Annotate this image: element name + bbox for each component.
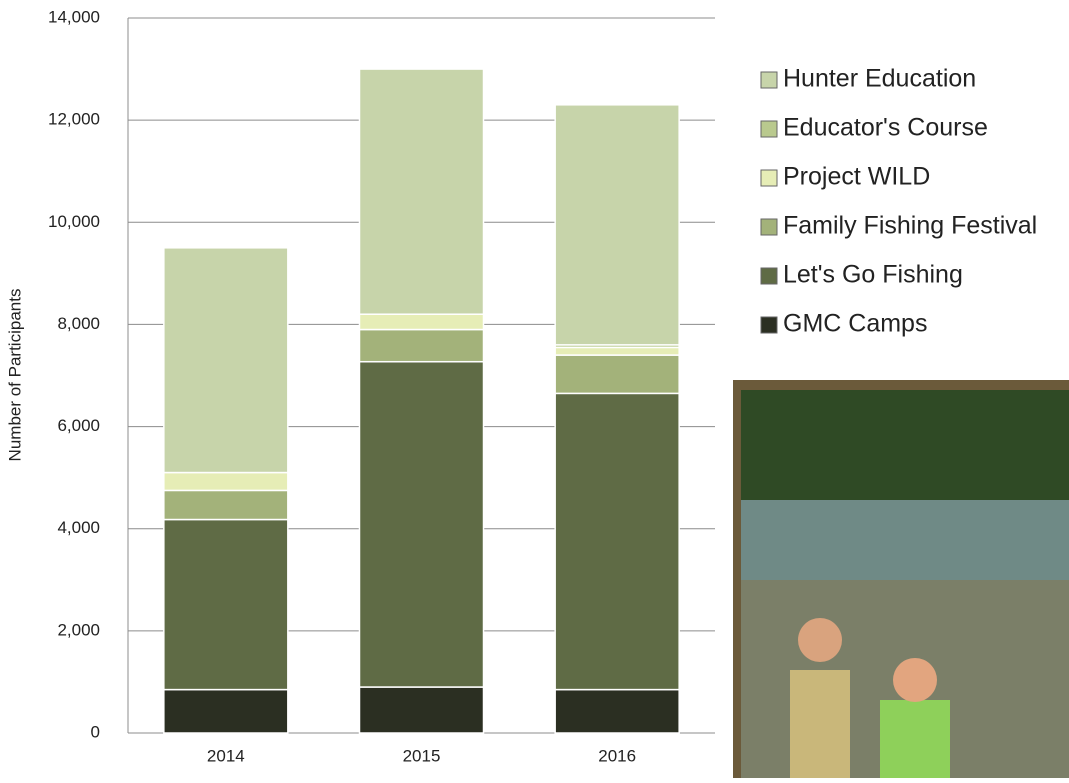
y-tick-label: 0	[91, 722, 100, 741]
legend-label: Family Fishing Festival	[783, 212, 1037, 240]
x-tick-label: 2016	[598, 746, 636, 765]
legend-label: Project WILD	[783, 163, 930, 191]
legend-label: GMC Camps	[783, 310, 927, 338]
y-axis-title: Number of Participants	[5, 289, 24, 462]
bar-segment	[554, 688, 680, 734]
y-tick-label: 2,000	[57, 620, 100, 639]
legend-label: Educator's Course	[783, 114, 988, 142]
bar-segment	[163, 489, 289, 521]
photo	[733, 380, 1069, 778]
bar-segment	[554, 346, 680, 356]
bar-segment	[163, 247, 289, 474]
x-tick-label: 2014	[207, 746, 245, 765]
bar-segment	[163, 688, 289, 734]
bar-segment	[358, 313, 485, 331]
bar-segment	[554, 354, 680, 395]
legend-swatch	[760, 120, 778, 138]
y-tick-label: 12,000	[48, 110, 100, 129]
legend-swatch	[760, 316, 778, 334]
bar-segment	[358, 360, 485, 688]
y-tick-label: 10,000	[48, 212, 100, 231]
bar-segment	[358, 68, 485, 315]
legend-swatch	[760, 71, 778, 89]
legend: GMC Camps Let's Go Fishing Family Fishing …	[760, 65, 1037, 338]
y-tick-label: 14,000	[48, 7, 100, 26]
legend-label: Let's Go Fishing	[783, 261, 963, 289]
y-tick-label: 6,000	[57, 416, 100, 435]
bar-segment	[358, 686, 485, 734]
legend-swatch	[760, 169, 778, 187]
bar-segment	[163, 471, 289, 492]
bar-segment	[163, 518, 289, 691]
bar-segment	[554, 392, 680, 691]
bar-segment	[358, 328, 485, 363]
y-tick-label: 8,000	[57, 314, 100, 333]
bar-segment	[554, 104, 680, 346]
legend-swatch	[760, 218, 778, 236]
legend-label: Hunter Education	[783, 65, 976, 93]
x-tick-label: 2015	[403, 746, 441, 765]
y-tick-label: 4,000	[57, 518, 100, 537]
legend-swatch	[760, 267, 778, 285]
